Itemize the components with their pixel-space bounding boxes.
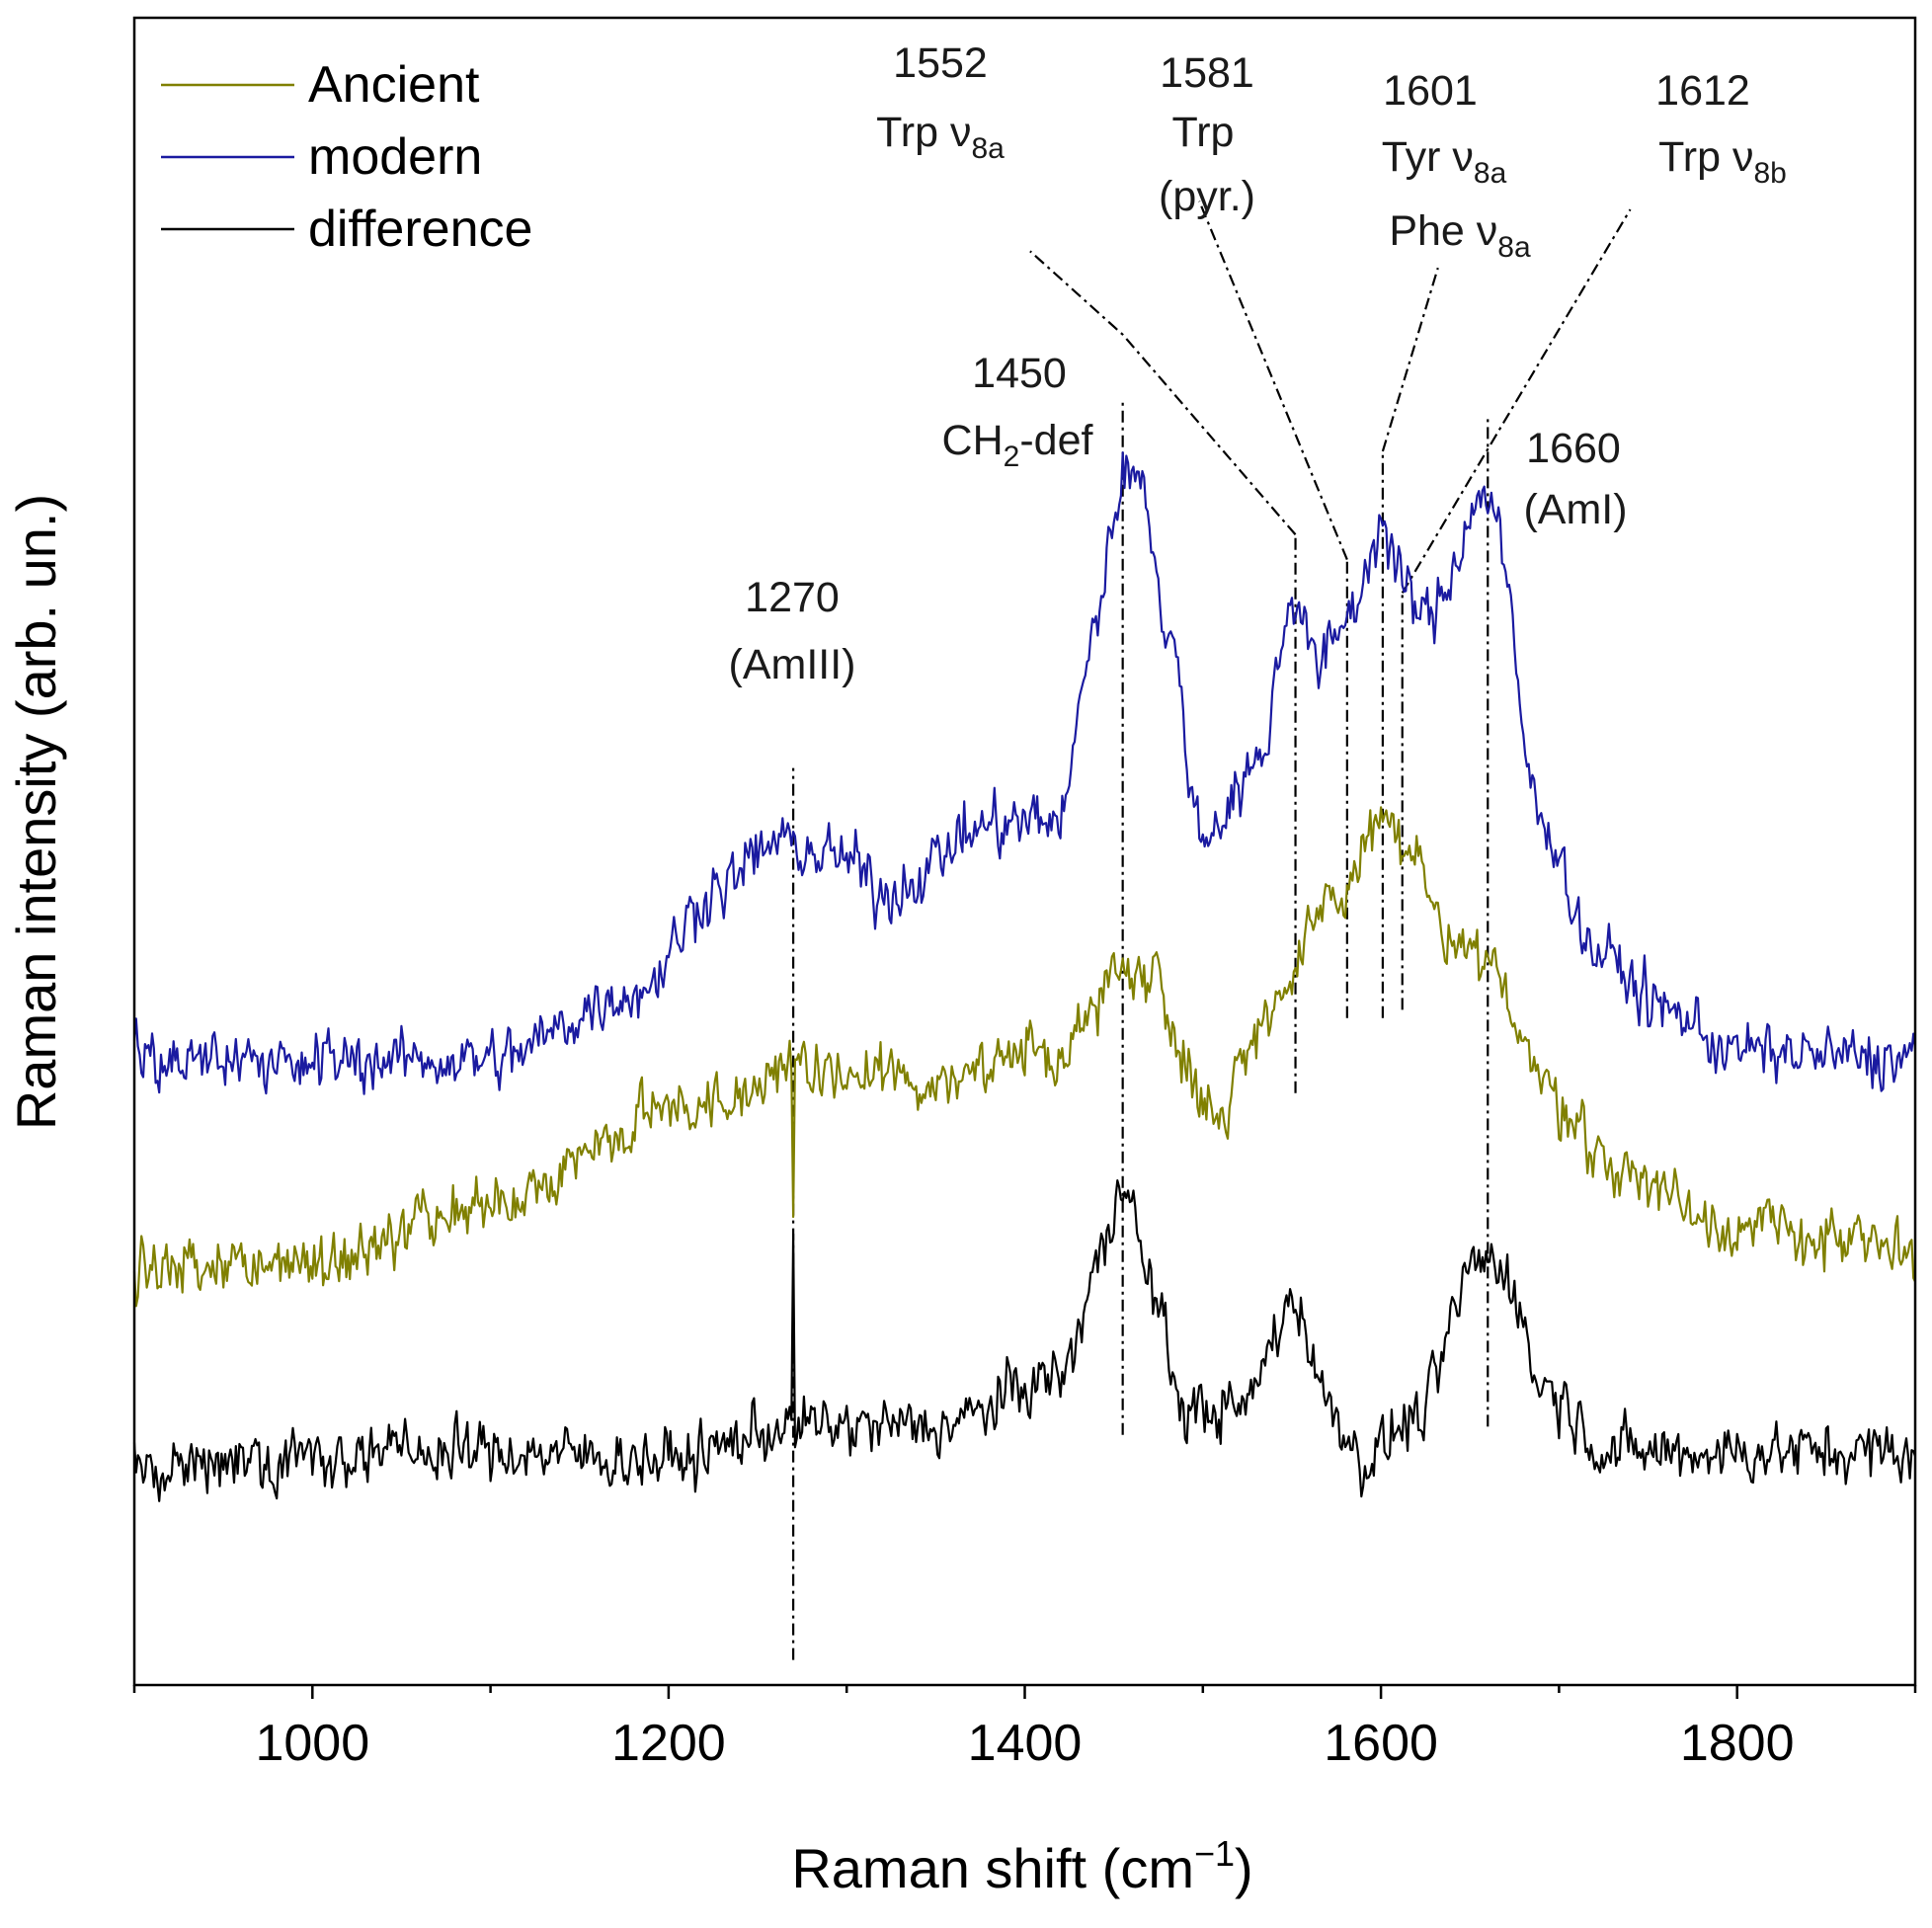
annotation-1660-line-2: (AmI) — [1523, 486, 1627, 533]
annotation-1581-line-2: Trp — [1172, 109, 1235, 156]
x-tick-label: 1400 — [968, 1715, 1083, 1772]
annotation-1270-line-1: 1270 — [745, 574, 840, 621]
series-line-modern — [132, 451, 1917, 1095]
reference-lines — [792, 201, 1632, 1660]
leader-line-3 — [1381, 267, 1439, 452]
annotation-1450-line-1: 1450 — [972, 350, 1067, 397]
leader-line-4 — [1401, 208, 1632, 594]
series-line-difference — [132, 1179, 1917, 1502]
annotation-1450-line-2: CH2-def — [942, 417, 1094, 473]
annotation-1612-line-2: Trp ν8b — [1658, 133, 1787, 190]
x-axis-title-close: ) — [1235, 1837, 1253, 1899]
x-tick-label: 1600 — [1324, 1715, 1438, 1772]
legend-label-ancient: Ancient — [308, 56, 480, 114]
x-axis: 1000 1200 1400 1600 1800 — [132, 1685, 1917, 1772]
peak-annotations: 1552 Trp ν8a 1581 Trp (pyr.) 1601 Tyr ν8a Phe ν… — [729, 40, 1787, 688]
annotation-1612-line-1: 1612 — [1655, 67, 1750, 115]
spectra-series — [132, 451, 1917, 1502]
annotation-1581-line-1: 1581 — [1160, 49, 1254, 97]
x-tick-label: 1200 — [611, 1715, 726, 1772]
annotation-1660-line-1: 1660 — [1526, 425, 1621, 472]
x-axis-title-text: Raman shift (cm — [791, 1837, 1194, 1899]
annotation-1601-line-1: 1601 — [1383, 67, 1478, 115]
annotation-1552-line-2: Trp ν8a — [876, 109, 1005, 165]
annotation-1601-line-3: Phe ν8a — [1389, 207, 1531, 264]
annotation-1270-line-2: (AmIII) — [729, 641, 856, 688]
x-tick-label: 1800 — [1680, 1715, 1795, 1772]
series-line-ancient — [132, 806, 1916, 1308]
x-axis-title: Raman shift (cm−1) — [791, 1833, 1252, 1899]
annotation-1581-line-3: (pyr.) — [1159, 173, 1255, 220]
x-axis-title-unit: −1 — [1194, 1833, 1235, 1874]
y-axis-title: Raman intensity (arb. un.) — [5, 494, 67, 1130]
legend: Ancient modern difference — [161, 56, 532, 258]
legend-label-modern: modern — [308, 128, 482, 186]
leader-line-1 — [1029, 250, 1297, 535]
annotation-1601-line-2: Tyr ν8a — [1382, 133, 1507, 190]
annotation-1552-line-1: 1552 — [893, 40, 988, 87]
x-tick-label: 1000 — [255, 1715, 369, 1772]
leader-line-2 — [1198, 201, 1348, 561]
legend-label-difference: difference — [308, 201, 532, 258]
